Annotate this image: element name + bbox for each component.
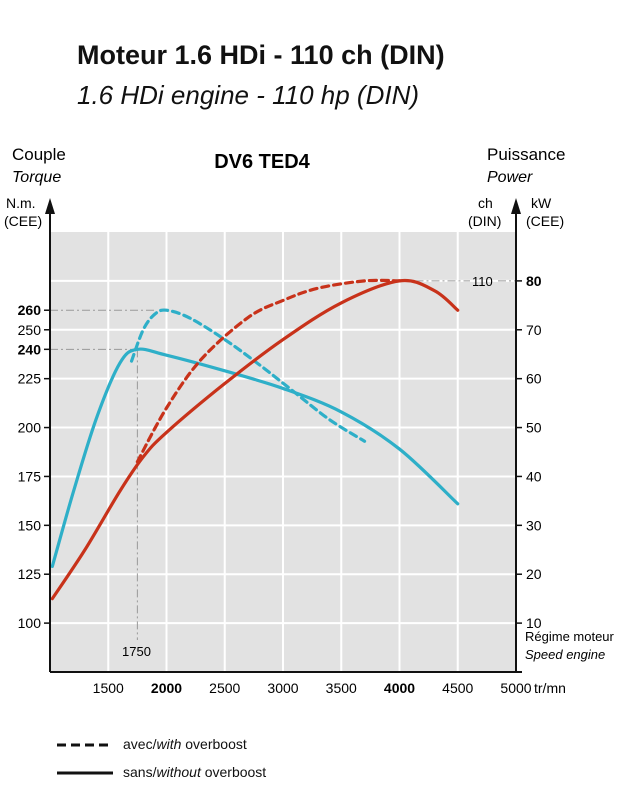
series-power-normal — [50, 278, 460, 601]
right-axis-title-fr: Puissance — [487, 145, 565, 164]
right-axis-title-en: Power — [487, 169, 533, 186]
marker-110-label: 110 — [472, 274, 493, 289]
y-left-tick-label: 100 — [18, 615, 42, 631]
y-right-tick-label: 20 — [526, 566, 542, 582]
left-axis-title-fr: Couple — [12, 145, 66, 164]
x-tick-label: 3000 — [267, 680, 298, 696]
page-title: Moteur 1.6 HDi - 110 ch (DIN) — [77, 40, 445, 70]
legend-item-dashed: avec/with overboost — [57, 736, 247, 752]
y-right-tick-label: 50 — [526, 420, 542, 436]
y-left-tick-label: 175 — [18, 468, 42, 484]
y-right-tick-label: 80 — [526, 273, 542, 289]
y-right-tick-label: 30 — [526, 517, 542, 533]
x-tick-label: 4500 — [442, 680, 473, 696]
series-torque-normal — [50, 347, 460, 568]
page-subtitle: 1.6 HDi engine - 110 hp (DIN) — [77, 80, 420, 110]
legend-solid-swatch — [57, 771, 113, 775]
right-axis-unit-kw-1: kW — [531, 195, 552, 211]
y-left-tick-label: 250 — [18, 322, 42, 338]
y-right-tick-label: 10 — [526, 615, 542, 631]
marker-1750-label: 1750 — [122, 644, 151, 659]
left-axis-unit-1: N.m. — [6, 195, 36, 211]
right-axis-unit-ch-2: (DIN) — [468, 213, 501, 229]
legend-dashed-suffix: overboost — [181, 736, 247, 752]
series-power-overboost — [135, 278, 402, 464]
chart-title: DV6 TED4 — [214, 151, 310, 173]
y-right-tick-label: 60 — [526, 371, 542, 387]
legend-solid-suffix: overboost — [200, 764, 267, 780]
x-tick-label: 5000 — [500, 680, 531, 696]
y-left-tick-label: 260 — [18, 302, 42, 318]
legend-dashed-prefix: avec/ — [123, 736, 157, 752]
x-tick-label: 4000 — [384, 680, 415, 696]
y-right-tick-label: 70 — [526, 322, 542, 338]
y-left-tick-label: 225 — [18, 371, 42, 387]
y-left-tick-label: 240 — [18, 341, 42, 357]
series-torque-overboost — [129, 308, 367, 443]
y-left-tick-label: 150 — [18, 517, 42, 533]
series-group — [50, 278, 460, 601]
right-axis-unit-ch-1: ch — [478, 195, 493, 211]
right-axis-unit-kw-2: (CEE) — [526, 213, 564, 229]
right-axis-arrow — [511, 198, 521, 214]
x-tick-label: 1500 — [93, 680, 124, 696]
x-axis-unit: tr/mn — [534, 680, 566, 696]
speed-axis-label-en: Speed engine — [525, 647, 605, 662]
legend-solid-italic: without — [156, 764, 201, 780]
left-axis-arrow — [45, 198, 55, 214]
left-axis-title-en: Torque — [12, 169, 61, 186]
legend-solid-prefix: sans/ — [123, 764, 157, 780]
x-tick-label: 2000 — [151, 680, 182, 696]
y-right-tick-label: 40 — [526, 468, 542, 484]
y-left-tick-label: 200 — [18, 420, 42, 436]
x-tick-label: 3500 — [326, 680, 357, 696]
legend-dashed-swatch — [57, 743, 113, 747]
speed-axis-label-fr: Régime moteur — [525, 629, 615, 644]
legend-dashed-italic: with — [156, 736, 182, 752]
legend-item-solid: sans/without overboost — [57, 764, 266, 780]
grid — [50, 232, 516, 672]
y-left-tick-label: 125 — [18, 566, 42, 582]
left-axis-unit-2: (CEE) — [4, 213, 42, 229]
x-tick-label: 2500 — [209, 680, 240, 696]
tick-labels: 1500 2000 2500 3000 3500 4000 4500 5000 10 20 30 40… — [18, 273, 542, 696]
